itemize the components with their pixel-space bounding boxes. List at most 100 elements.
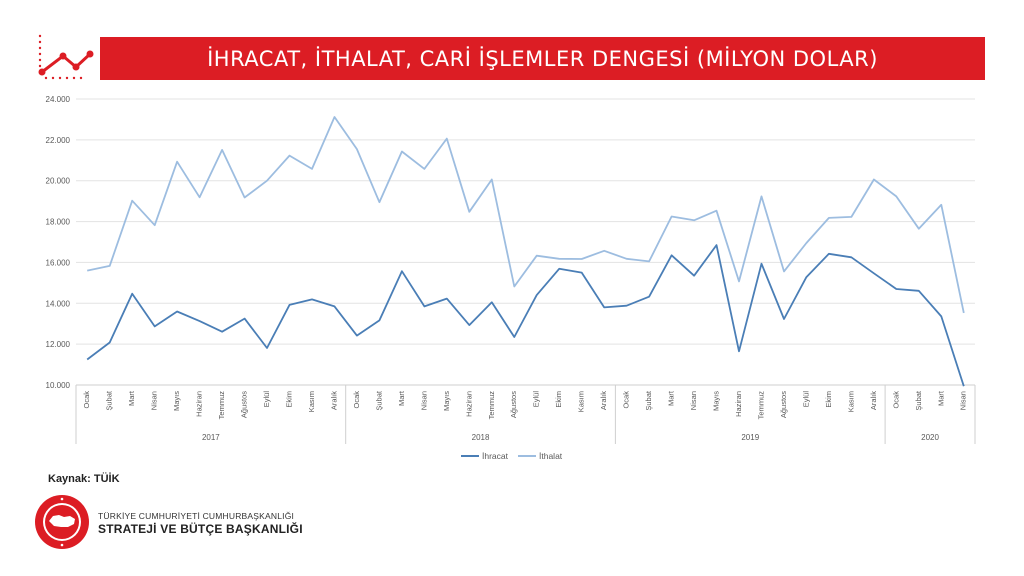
x-tick-label: Ocak [82,391,91,409]
data-point [311,168,313,170]
legend-label: İthalat [539,451,563,461]
data-point [109,342,111,344]
data-point [244,318,246,320]
data-point [356,335,358,337]
data-point [626,258,628,260]
x-tick-label: Nisan [959,391,968,410]
data-point [289,304,291,306]
x-tick-label: Eylül [801,391,810,408]
data-point [244,197,246,199]
x-tick-label: Mart [397,390,406,406]
x-tick-label: Kasım [307,391,316,412]
data-point [423,305,425,307]
x-tick-label: Haziran [195,391,204,417]
data-point [806,276,808,278]
data-point [738,281,740,283]
organization-name-line1: TÜRKİYE CUMHURİYETİ CUMHURBAŞKANLIĞI [98,511,295,521]
data-point [738,350,740,352]
x-tick-label: Mayıs [442,391,451,411]
x-tick-label: Aralık [329,391,338,410]
x-tick-label: Nisan [150,391,159,410]
data-point [581,258,583,260]
title-bar: İHRACAT, İTHALAT, CARİ İŞLEMLER DENGESİ … [100,37,985,80]
data-point [176,161,178,163]
data-point [491,301,493,303]
data-point [266,347,268,349]
data-point [850,216,852,218]
data-point [379,201,381,203]
data-point [940,204,942,206]
data-point [536,255,538,257]
data-point [940,315,942,317]
data-point [918,228,920,230]
data-point [761,196,763,198]
data-point [873,272,875,274]
data-point [850,256,852,258]
data-point [401,151,403,153]
data-point [311,299,313,301]
data-point [266,180,268,182]
trend-line-icon [38,34,94,80]
data-point [648,261,650,263]
x-tick-label: Mart [667,390,676,406]
data-point [671,216,673,218]
x-tick-label: Nisan [689,391,698,410]
x-tick-label: Ocak [622,391,631,409]
x-tick-label: Şubat [374,390,383,411]
data-point [513,336,515,338]
x-tick-label: Temmuz [487,391,496,420]
data-point [648,296,650,298]
x-tick-label: Eylül [532,391,541,408]
data-point [199,320,201,322]
data-point [603,306,605,308]
data-point [783,318,785,320]
x-tick-label: Haziran [734,391,743,417]
data-point [289,155,291,157]
data-point [895,288,897,290]
data-point [581,272,583,274]
data-point [491,179,493,181]
x-tick-label: Aralık [869,391,878,410]
data-point [86,359,88,361]
data-point [626,305,628,307]
data-point [963,385,965,387]
source-note: Kaynak: TÜİK [48,473,120,485]
page-title: İHRACAT, İTHALAT, CARİ İŞLEMLER DENGESİ … [207,46,878,71]
data-point [379,320,381,322]
data-point [558,268,560,270]
x-tick-label: Şubat [105,390,114,411]
organization-seal-icon [35,495,89,549]
data-point [154,325,156,327]
y-tick-label: 16.000 [46,258,71,267]
data-point [761,263,763,265]
x-tick-label: Ağustos [240,391,249,418]
data-point [221,149,223,151]
data-point [603,250,605,252]
x-tick-label: Şubat [644,390,653,411]
data-point [806,242,808,244]
x-tick-label: Ocak [352,391,361,409]
year-label: 2017 [202,433,220,442]
x-tick-label: Ekim [824,391,833,408]
x-tick-label: Ekim [284,391,293,408]
data-point [446,298,448,300]
data-point [423,168,425,170]
x-tick-label: Mart [936,390,945,406]
data-point [109,265,111,267]
data-point [873,179,875,181]
data-point [783,271,785,273]
x-tick-label: Kasım [577,391,586,412]
data-point [86,270,88,272]
y-tick-label: 10.000 [46,381,71,390]
x-tick-label: Ocak [891,391,900,409]
data-point [895,196,897,198]
y-tick-label: 14.000 [46,299,71,308]
data-point [131,293,133,295]
data-point [154,224,156,226]
x-tick-label: Ağustos [509,391,518,418]
data-point [828,253,830,255]
x-tick-label: Nisan [419,391,428,410]
data-point [558,258,560,260]
y-tick-label: 24.000 [46,95,71,104]
data-point [334,116,336,118]
